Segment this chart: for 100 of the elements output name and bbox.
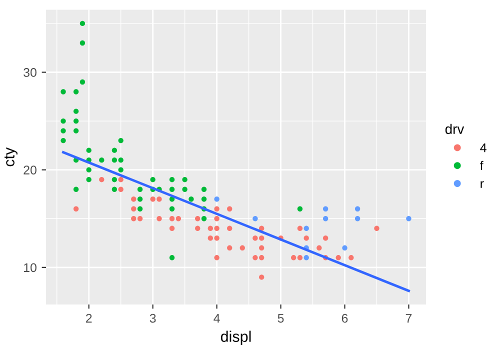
point xyxy=(118,186,124,192)
point xyxy=(304,255,309,260)
point xyxy=(252,236,258,241)
point xyxy=(73,89,79,94)
point xyxy=(195,216,200,222)
point xyxy=(201,196,207,202)
point xyxy=(137,206,143,212)
point xyxy=(150,196,156,202)
point xyxy=(131,216,136,222)
point xyxy=(297,255,303,260)
point xyxy=(118,138,124,144)
point xyxy=(252,255,258,260)
point xyxy=(169,176,175,182)
point xyxy=(252,216,258,222)
y-tick-label: 10 xyxy=(24,263,36,272)
point xyxy=(73,108,79,114)
point xyxy=(297,206,303,212)
point xyxy=(258,255,264,260)
legend-label: f xyxy=(480,160,484,170)
point xyxy=(169,206,175,212)
point xyxy=(354,216,360,222)
point xyxy=(73,206,79,212)
point xyxy=(227,226,232,231)
point xyxy=(214,236,220,241)
point xyxy=(99,176,104,182)
point xyxy=(322,236,328,241)
point xyxy=(80,20,86,26)
point xyxy=(214,226,220,231)
point xyxy=(112,148,118,153)
point xyxy=(214,206,220,212)
point xyxy=(258,236,264,241)
point xyxy=(208,226,214,231)
point xyxy=(73,118,79,124)
point xyxy=(227,245,232,250)
point xyxy=(131,206,136,212)
point xyxy=(227,206,232,212)
point xyxy=(195,226,200,231)
point xyxy=(80,79,86,85)
point xyxy=(80,40,86,46)
point xyxy=(304,236,309,241)
legend-label: r xyxy=(480,181,484,188)
point xyxy=(118,176,124,182)
point xyxy=(60,128,66,134)
x-tick-label: 7 xyxy=(406,314,412,323)
point xyxy=(86,167,92,172)
point xyxy=(201,186,207,192)
point xyxy=(86,148,92,153)
point xyxy=(214,216,220,222)
point xyxy=(112,186,118,192)
point xyxy=(240,245,245,250)
point xyxy=(342,245,348,250)
x-tick-label: 5 xyxy=(278,314,284,323)
point xyxy=(60,138,66,144)
point xyxy=(137,196,143,202)
point xyxy=(297,226,303,231)
point xyxy=(73,186,79,192)
point xyxy=(131,196,136,202)
point xyxy=(118,167,124,172)
point xyxy=(86,176,92,182)
point xyxy=(118,157,124,163)
point xyxy=(156,196,162,202)
legend-title: drv xyxy=(445,124,464,134)
x-tick-label: 6 xyxy=(342,314,348,323)
point xyxy=(406,216,412,222)
point xyxy=(290,255,296,260)
x-axis-title: displ xyxy=(220,330,251,345)
point xyxy=(304,226,309,231)
point xyxy=(169,226,175,231)
point xyxy=(374,226,380,231)
point xyxy=(182,186,188,192)
point xyxy=(150,176,156,182)
point xyxy=(214,255,220,260)
x-tick-label: 4 xyxy=(214,314,220,323)
point xyxy=(188,196,194,202)
point xyxy=(169,255,175,260)
point xyxy=(156,216,162,222)
point xyxy=(258,274,264,280)
point xyxy=(322,216,328,222)
point xyxy=(137,216,143,222)
point xyxy=(176,216,182,222)
point xyxy=(169,186,175,192)
y-axis-title: cty xyxy=(4,147,18,166)
point xyxy=(316,245,322,250)
point xyxy=(348,255,354,260)
point xyxy=(354,206,360,212)
point xyxy=(60,89,66,94)
point xyxy=(169,216,175,222)
y-tick-label: 30 xyxy=(24,68,36,77)
point xyxy=(336,255,341,260)
x-tick-label: 2 xyxy=(86,314,92,323)
point xyxy=(322,206,328,212)
y-tick-label: 20 xyxy=(24,166,36,174)
point xyxy=(112,157,118,163)
x-tick-label: 3 xyxy=(150,314,156,323)
point xyxy=(182,176,188,182)
point xyxy=(201,216,207,222)
point xyxy=(99,157,104,163)
point xyxy=(137,186,143,192)
point xyxy=(60,118,66,124)
point xyxy=(258,245,264,250)
